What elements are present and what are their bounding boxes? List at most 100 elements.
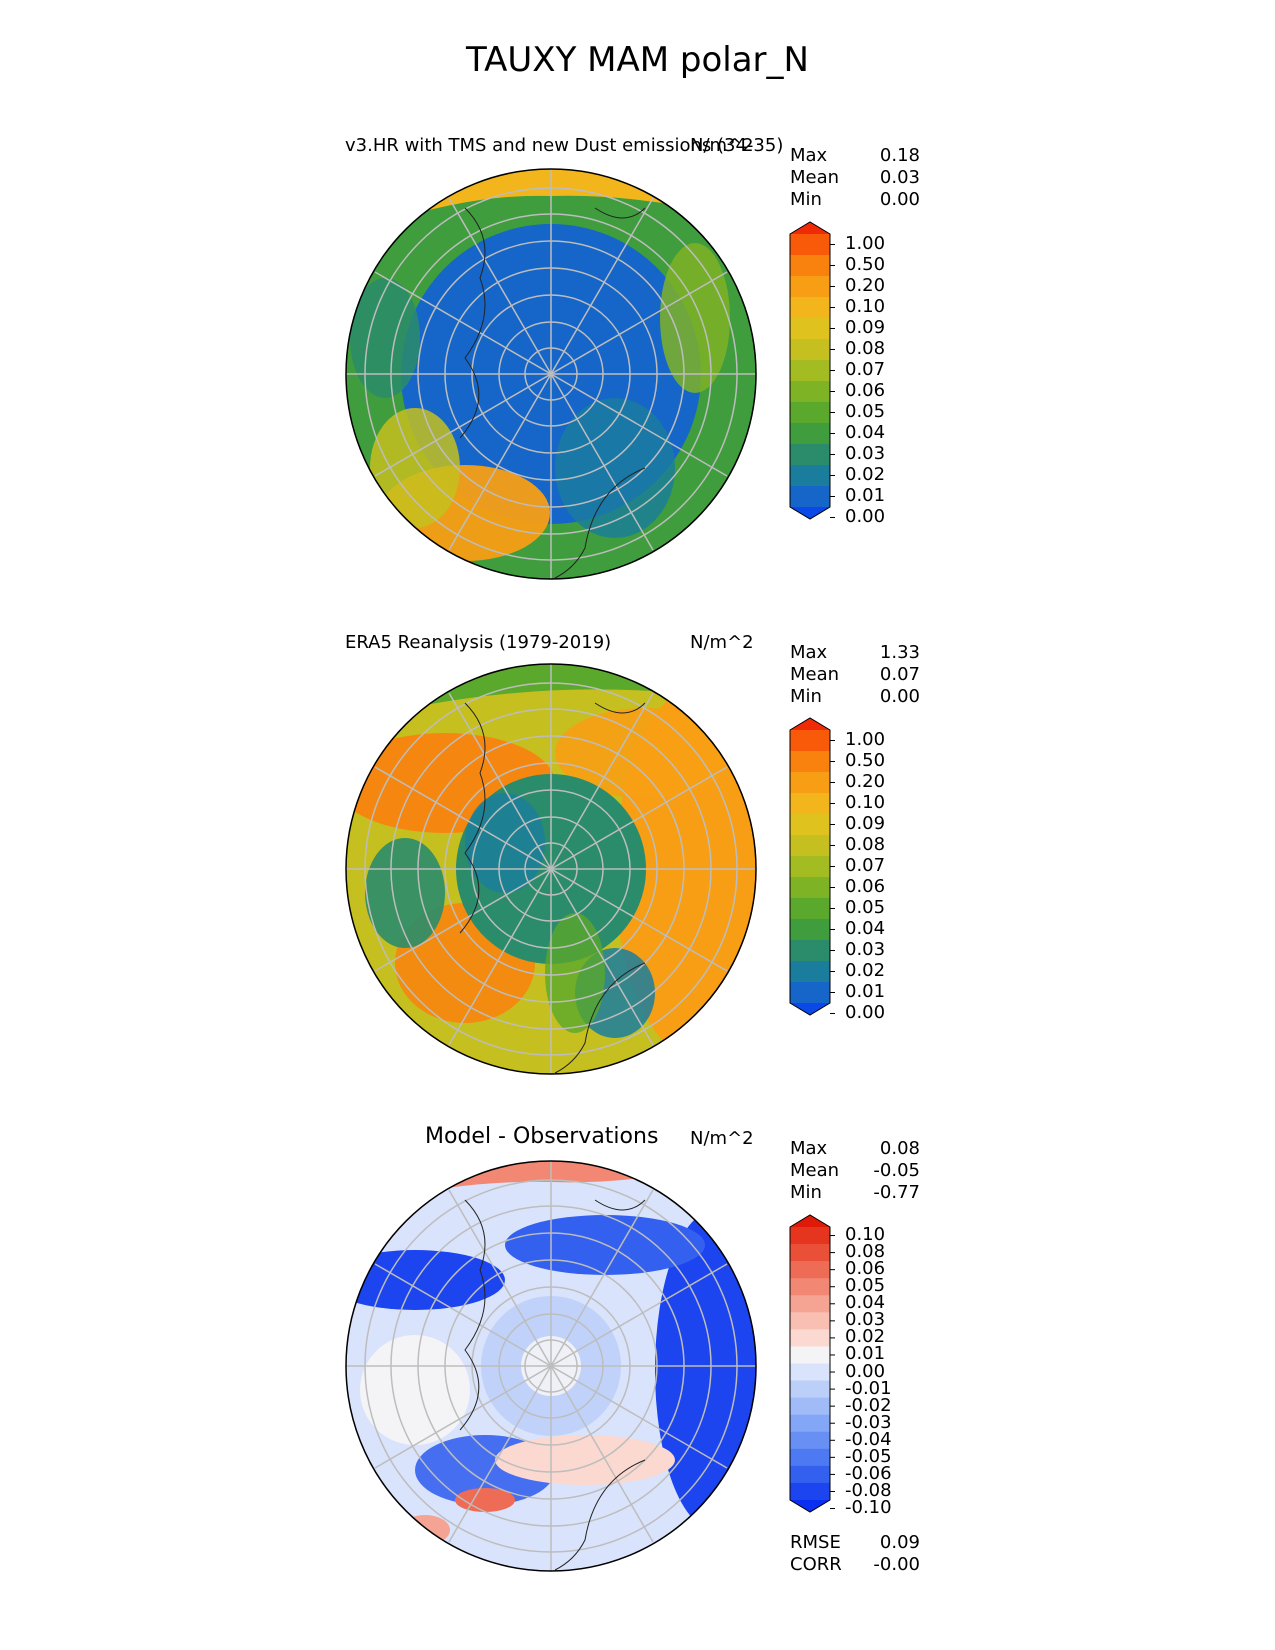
panel-1-field-atlantic <box>660 243 730 393</box>
panel-1-colorbar <box>789 221 835 520</box>
colorbar-3-tick-label: -0.02 <box>845 1394 892 1416</box>
colorbar-1-tick-label: 0.09 <box>845 317 886 338</box>
colorbar-1-segment <box>790 339 830 361</box>
panel-1-stat-mean-value: 0.03 <box>879 167 920 188</box>
colorbar-3-tick-label: 0.10 <box>845 1224 886 1245</box>
colorbar-2-segment <box>790 772 830 794</box>
panel-1-stat-min-value: 0.00 <box>879 189 920 210</box>
panel-3-stat-min-label: Min <box>790 1182 822 1203</box>
colorbar-3-tick-label: 0.08 <box>845 1241 886 1263</box>
colorbar-3-tick-label: -0.01 <box>845 1377 892 1399</box>
panel-1-colorbar-segments <box>790 222 835 519</box>
colorbar-1-segment <box>790 486 830 508</box>
colorbar-1-tick-label: 0.01 <box>845 485 886 506</box>
colorbar-1-tick-label: 0.06 <box>845 380 886 401</box>
colorbar-1-segment <box>790 444 830 466</box>
panel-2-stat-min-label: Min <box>790 686 822 707</box>
colorbar-3-segment <box>790 1329 830 1347</box>
colorbar-1-tick-label: 1.00 <box>845 233 886 254</box>
panel-2-polar-map <box>345 663 757 1075</box>
panel-3-map-border <box>345 1160 757 1572</box>
colorbar-2-segment <box>790 877 830 899</box>
colorbar-3-tick-label: -0.08 <box>845 1479 892 1501</box>
panel-3-stat-max-value: 0.08 <box>879 1138 920 1159</box>
colorbar-2-segment <box>790 940 830 962</box>
colorbar-1-tick-label: 0.08 <box>845 338 886 359</box>
colorbar-3-segment <box>790 1465 830 1484</box>
colorbar-2-tick-label: 1.00 <box>845 729 886 750</box>
colorbar-1-segment <box>790 234 830 256</box>
colorbar-1-segment <box>790 297 830 319</box>
panel-1-colorbar-outline <box>789 221 831 520</box>
colorbar-2-tick-label: 0.08 <box>845 834 886 855</box>
panel-1-polar-map <box>345 168 757 580</box>
panel-2-stat-mean-label: Mean <box>790 664 840 685</box>
colorbar-1-segment <box>790 255 830 277</box>
panel-1-map-border <box>345 168 757 580</box>
colorbar-1-tick-label: 0.20 <box>845 275 886 296</box>
colorbar-3-tick-label: -0.06 <box>845 1462 892 1484</box>
colorbar-2-tick-label: 0.00 <box>845 1002 886 1023</box>
colorbar-2-tick-label: 0.01 <box>845 981 886 1002</box>
panel-1-graticule <box>346 169 756 579</box>
rmse-value: 0.09 <box>879 1532 920 1553</box>
colorbar-3-segment <box>790 1363 830 1382</box>
panel-3-field-white <box>360 1335 470 1445</box>
panel-3-units: N/m^2 <box>690 1128 754 1149</box>
colorbar-2-tick-label: 0.06 <box>845 876 886 897</box>
colorbar-2-segment <box>790 919 830 941</box>
colorbar-2-segment <box>790 835 830 857</box>
panel-1-stat-max-label: Max <box>790 145 828 166</box>
colorbar-3-segment <box>790 1500 830 1512</box>
panel-3-colorbar-outline <box>789 1214 831 1513</box>
colorbar-2-segment <box>790 751 830 773</box>
colorbar-3-segment <box>790 1227 830 1245</box>
panel-1-units: N/m^2 <box>690 135 754 156</box>
panel-3-field-pink-band <box>495 1435 675 1485</box>
panel-3-colorbar <box>789 1214 835 1513</box>
colorbar-3-segment <box>790 1278 830 1296</box>
panel-3-field-asia-blue <box>346 1250 505 1310</box>
colorbar-2-tick-label: 0.02 <box>845 960 886 981</box>
colorbar-1-segment <box>790 381 830 403</box>
colorbar-3-tick-label: 0.02 <box>845 1326 886 1348</box>
panel-2-title: ERA5 Reanalysis (1979-2019) <box>345 632 612 653</box>
colorbar-2-tick-label: 0.50 <box>845 750 886 771</box>
colorbar-1-tick-label: 0.04 <box>845 422 886 443</box>
panel-3-title: Model - Observations <box>425 1124 659 1149</box>
colorbar-3-segment <box>790 1244 830 1262</box>
panel-1-title: v3.HR with TMS and new Dust emissions (3… <box>345 135 784 156</box>
panel-2-stat-max-label: Max <box>790 642 828 663</box>
panel-2-colorbar-outline <box>789 717 831 1016</box>
panel-3-stat-max-label: Max <box>790 1138 828 1159</box>
colorbar-2-segment <box>790 793 830 815</box>
panel-3-coastlines <box>459 1199 646 1571</box>
colorbar-2-tick-label: 0.20 <box>845 771 886 792</box>
colorbar-1-segment <box>790 402 830 424</box>
colorbar-3-tick-label: -0.05 <box>845 1445 892 1467</box>
colorbar-2-segment <box>790 718 830 730</box>
colorbar-3-segment <box>790 1448 830 1467</box>
panel-3-stat-min-value: -0.77 <box>873 1182 920 1203</box>
colorbar-3-tick-label: 0.03 <box>845 1309 886 1331</box>
colorbar-2-segment <box>790 730 830 752</box>
panel-2-coastlines <box>459 702 646 1074</box>
colorbar-2-tick-label: 0.04 <box>845 918 886 939</box>
colorbar-1-segment <box>790 423 830 445</box>
colorbar-3-segment <box>790 1431 830 1450</box>
panel-1-field-bering <box>370 408 460 528</box>
colorbar-3-tick-label: -0.04 <box>845 1428 892 1450</box>
colorbar-1-tick-label: 0.05 <box>845 401 886 422</box>
colorbar-3-tick-label: 0.04 <box>845 1292 886 1314</box>
colorbar-3-segment <box>790 1295 830 1313</box>
panel-2-stat-mean-value: 0.07 <box>879 664 920 685</box>
panel-2-graticule <box>346 664 756 1074</box>
panel-2-colorbar-segments <box>790 718 835 1015</box>
colorbar-3-tick-label: 0.00 <box>845 1360 886 1382</box>
panel-1-field-asia <box>350 278 420 398</box>
colorbar-3-segment <box>790 1380 830 1399</box>
colorbar-1-segment <box>790 222 830 234</box>
corr-value: -0.00 <box>873 1554 920 1575</box>
colorbar-2-tick-label: 0.05 <box>845 897 886 918</box>
colorbar-1-segment <box>790 276 830 298</box>
